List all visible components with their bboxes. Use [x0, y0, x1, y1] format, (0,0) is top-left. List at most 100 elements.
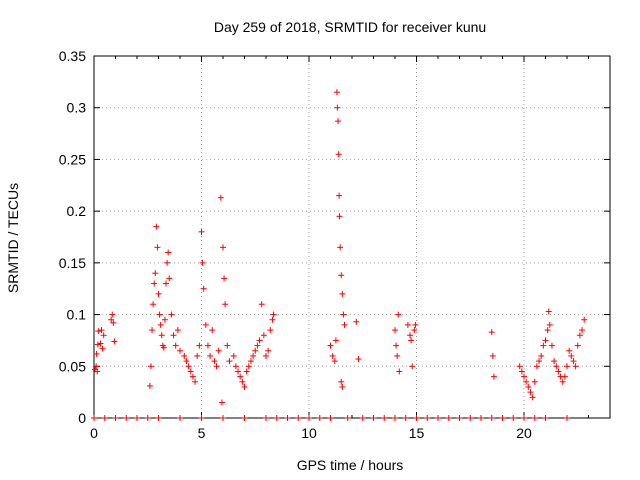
data-point — [222, 301, 229, 308]
data-point — [499, 415, 506, 421]
data-point — [247, 358, 254, 365]
data-point — [581, 316, 588, 323]
y-tick-label: 0.25 — [59, 151, 86, 167]
data-point — [395, 311, 402, 318]
data-point — [187, 368, 194, 375]
y-tick-label: 0.2 — [67, 203, 87, 219]
data-point — [93, 363, 100, 370]
data-point — [456, 415, 463, 421]
data-point — [211, 358, 218, 365]
y-tick-label: 0.15 — [59, 255, 86, 271]
data-point — [150, 301, 157, 308]
data-point — [183, 358, 190, 365]
data-point — [97, 340, 104, 347]
data-point — [521, 415, 527, 421]
data-point — [243, 368, 250, 375]
data-point — [538, 352, 545, 359]
x-tick-label: 5 — [198, 425, 206, 441]
data-point — [220, 415, 226, 421]
data-point — [155, 415, 162, 421]
data-point — [154, 244, 161, 251]
data-point — [518, 368, 525, 375]
data-point — [407, 332, 414, 339]
data-point — [370, 415, 377, 421]
data-point — [199, 259, 206, 266]
data-point — [232, 363, 239, 370]
data-point — [336, 192, 343, 199]
data-point — [147, 363, 154, 370]
data-point — [273, 415, 280, 421]
data-point — [394, 352, 401, 359]
data-point — [523, 378, 530, 385]
data-point — [548, 342, 555, 349]
x-tick-label: 10 — [301, 425, 317, 441]
data-point — [252, 347, 259, 354]
data-point — [531, 415, 538, 421]
data-point — [204, 342, 211, 349]
data-point — [542, 337, 549, 344]
data-point — [215, 347, 222, 354]
data-point — [230, 352, 237, 359]
data-point — [542, 415, 549, 421]
x-axis-label: GPS time / hours — [297, 457, 404, 473]
data-point — [413, 415, 420, 421]
data-point — [340, 311, 347, 318]
data-point — [181, 352, 188, 359]
data-point — [559, 378, 566, 385]
data-point — [551, 358, 558, 365]
data-point — [111, 338, 118, 345]
data-point — [151, 280, 158, 287]
data-point — [196, 342, 203, 349]
data-point — [490, 373, 497, 380]
data-point — [332, 337, 339, 344]
x-tick-label: 0 — [90, 425, 98, 441]
data-point — [402, 415, 409, 421]
data-point — [435, 415, 441, 421]
data-point — [165, 249, 172, 256]
data-point — [527, 389, 534, 396]
data-point — [239, 378, 246, 385]
data-point — [424, 415, 431, 421]
data-point — [94, 341, 101, 348]
data-point — [250, 352, 257, 359]
data-point — [533, 363, 540, 370]
data-point — [241, 383, 248, 390]
y-axis-label: SRMTID / TECUs — [5, 183, 21, 293]
data-point — [258, 301, 265, 308]
data-point — [99, 345, 106, 352]
data-point — [256, 337, 263, 344]
data-point — [170, 332, 177, 339]
data-point — [359, 415, 366, 421]
data-point — [177, 347, 183, 354]
data-point — [207, 352, 214, 359]
data-point — [100, 332, 107, 339]
data-point — [574, 342, 581, 349]
data-point — [333, 89, 340, 96]
data-point — [344, 415, 351, 421]
data-point — [254, 342, 261, 349]
data-point — [355, 356, 362, 363]
data-point — [445, 415, 452, 421]
data-point — [335, 151, 342, 158]
data-point — [336, 213, 343, 220]
data-point — [489, 352, 496, 359]
data-point — [478, 415, 484, 421]
data-point — [566, 347, 573, 354]
data-point — [564, 415, 570, 421]
data-point — [112, 415, 119, 421]
data-point — [339, 383, 346, 390]
data-point — [226, 358, 233, 365]
data-point — [381, 415, 388, 421]
data-point — [339, 290, 346, 297]
data-point — [144, 415, 151, 421]
data-point — [101, 415, 108, 421]
data-point — [553, 363, 560, 370]
data-point — [260, 332, 267, 339]
data-point — [540, 342, 547, 349]
y-tick-label: 0.05 — [59, 358, 86, 374]
data-point — [109, 311, 116, 318]
data-point — [338, 272, 345, 279]
y-tick-label: 0 — [78, 410, 86, 426]
data-point — [91, 415, 97, 421]
